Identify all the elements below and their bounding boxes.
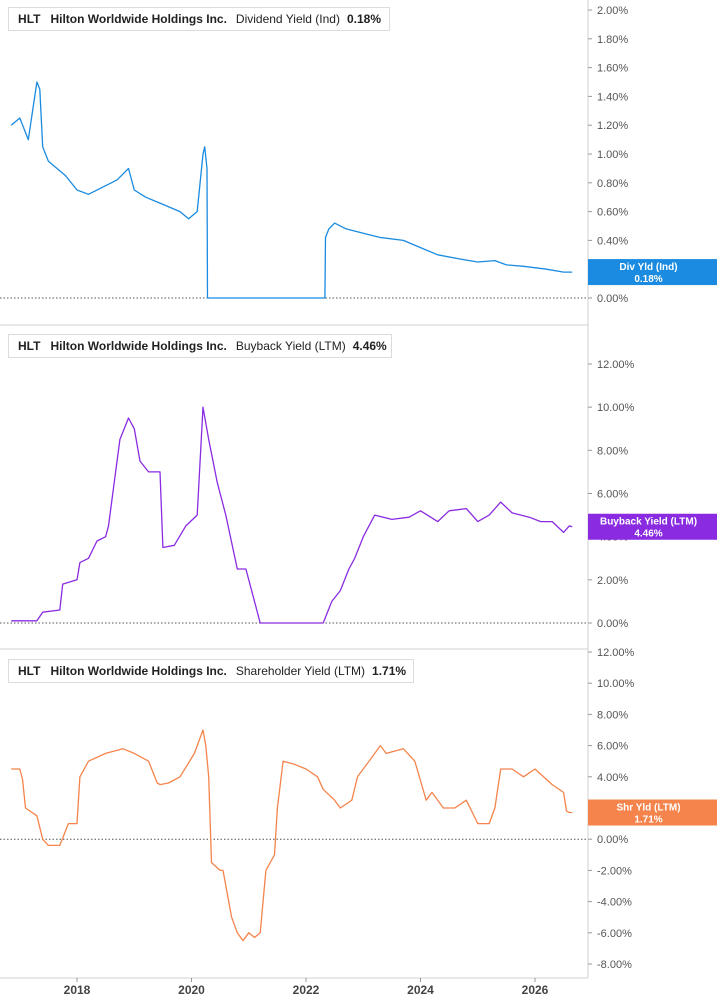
badge-value: 4.46% [634, 529, 662, 540]
series-line [10, 81, 573, 299]
y-tick-label: 8.00% [597, 709, 628, 721]
y-tick-label: 0.40% [597, 235, 628, 247]
legend-metric: Shareholder Yield (LTM) [235, 664, 366, 678]
x-tick-label: 2022 [293, 983, 320, 997]
legend-value: 4.46% [352, 339, 387, 353]
last-value-badge: Div Yld (Ind)0.18% [588, 259, 717, 286]
legend-value: 1.71% [372, 664, 407, 678]
series-line [11, 406, 573, 624]
y-tick-label: 4.00% [597, 772, 628, 784]
y-tick-label: -4.00% [597, 897, 632, 909]
y-tick-label: -2.00% [597, 865, 632, 877]
series-line [11, 729, 573, 942]
badge-value: 1.71% [634, 815, 662, 826]
badge-background [588, 259, 717, 286]
y-tick-label: 1.60% [597, 63, 628, 75]
legend-ticker: HLT [18, 339, 41, 353]
legend-ticker: HLT [18, 664, 41, 678]
legend-company: Hilton Worldwide Holdings Inc. [50, 12, 227, 26]
y-tick-label: 0.00% [597, 618, 628, 630]
y-tick-label: 0.00% [597, 834, 628, 846]
legend-buyback-yield: HLT Hilton Worldwide Holdings Inc. Buyba… [8, 334, 392, 358]
legend-company: Hilton Worldwide Holdings Inc. [50, 664, 227, 678]
badge-label: Buyback Yield (LTM) [600, 517, 697, 528]
legend-metric: Dividend Yield (Ind) [235, 12, 340, 26]
x-tick-label: 2026 [522, 983, 549, 997]
y-tick-label: 1.40% [597, 91, 628, 103]
x-tick-label: 2018 [64, 983, 91, 997]
last-value-badge: Buyback Yield (LTM)4.46% [588, 513, 717, 540]
legend-shareholder-yield: HLT Hilton Worldwide Holdings Inc. Share… [8, 659, 414, 683]
badge-value: 0.18% [634, 274, 662, 285]
badge-background [588, 513, 717, 540]
y-tick-label: -6.00% [597, 928, 632, 940]
y-tick-label: 1.20% [597, 120, 628, 132]
y-tick-label: 6.00% [597, 489, 628, 501]
badge-label: Div Yld (Ind) [619, 262, 677, 273]
x-tick-label: 2024 [407, 983, 434, 997]
y-tick-label: 0.00% [597, 293, 628, 305]
x-tick-label: 2020 [178, 983, 205, 997]
y-tick-label: 2.00% [597, 5, 628, 17]
y-tick-label: 0.80% [597, 178, 628, 190]
y-tick-label: 8.00% [597, 445, 628, 457]
y-tick-label: 12.00% [597, 359, 635, 371]
y-tick-label: 10.00% [597, 402, 635, 414]
y-tick-label: -8.00% [597, 959, 632, 971]
y-tick-label: 10.00% [597, 678, 635, 690]
y-tick-label: 12.00% [597, 647, 635, 659]
y-tick-label: 2.00% [597, 575, 628, 587]
legend-value: 0.18% [346, 12, 381, 26]
legend-company: Hilton Worldwide Holdings Inc. [50, 339, 227, 353]
last-value-badge: Shr Yld (LTM)1.71% [588, 799, 717, 826]
legend-dividend-yield: HLT Hilton Worldwide Holdings Inc. Divid… [8, 7, 390, 31]
legend-metric: Buyback Yield (LTM) [235, 339, 346, 353]
y-tick-label: 1.00% [597, 149, 628, 161]
y-tick-label: 1.80% [597, 34, 628, 46]
y-tick-label: 6.00% [597, 741, 628, 753]
y-tick-label: 0.60% [597, 207, 628, 219]
badge-label: Shr Yld (LTM) [616, 803, 680, 814]
badge-background [588, 799, 717, 826]
legend-ticker: HLT [18, 12, 41, 26]
